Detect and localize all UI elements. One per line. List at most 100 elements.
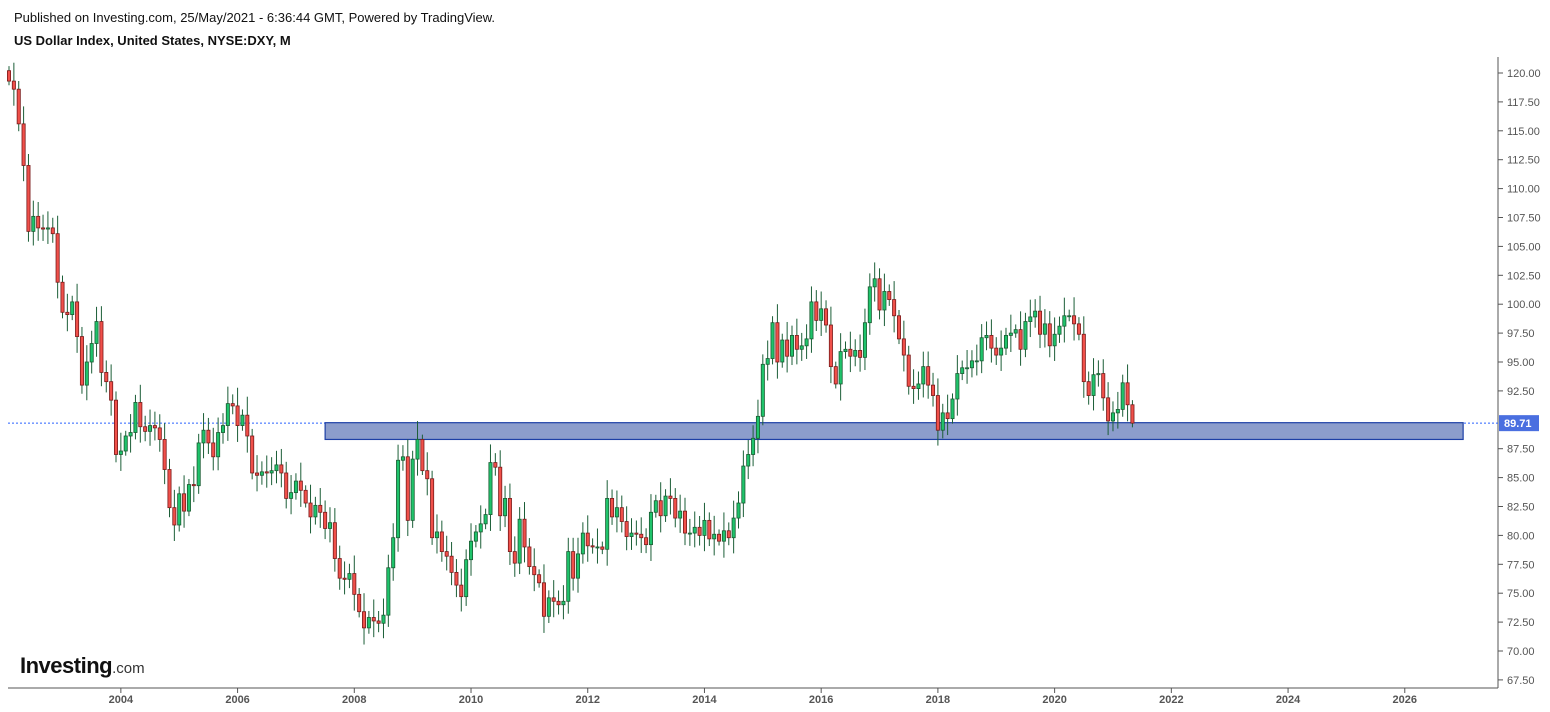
candle-down	[507, 498, 512, 552]
candle-up	[177, 493, 182, 526]
candle-down	[337, 558, 342, 579]
published-note: Published on Investing.com, 25/May/2021 …	[14, 10, 496, 25]
candle-down	[152, 425, 157, 429]
candle-up	[872, 278, 877, 288]
candle-up	[804, 338, 809, 347]
logo-text: Investing	[20, 653, 113, 678]
candle-up	[687, 532, 692, 535]
candle-up	[89, 343, 94, 363]
candle-up	[434, 531, 439, 539]
x-tick-label: 2008	[342, 694, 366, 706]
y-tick-label: 92.50	[1507, 386, 1535, 398]
candle-up	[731, 517, 736, 539]
candle-down	[21, 123, 26, 166]
y-tick-label: 102.50	[1507, 270, 1541, 282]
candle-up	[45, 227, 50, 230]
candle-down	[376, 620, 381, 624]
candle-up	[396, 459, 401, 539]
candle-down	[143, 426, 148, 432]
x-tick-label: 2026	[1393, 694, 1417, 706]
candle-down	[454, 571, 459, 586]
candle-up	[576, 553, 581, 579]
candle-up	[755, 415, 760, 439]
candle-up	[974, 360, 979, 363]
candle-down	[658, 500, 663, 517]
candle-down	[332, 522, 337, 559]
candle-up	[415, 439, 420, 460]
candle-down	[36, 215, 41, 229]
candle-down	[1081, 333, 1086, 383]
candle-up	[678, 510, 683, 519]
x-tick-label: 2024	[1276, 694, 1301, 706]
candle-down	[498, 466, 503, 517]
candle-up	[736, 502, 741, 519]
candle-down	[371, 617, 376, 622]
x-tick-label: 2010	[459, 694, 483, 706]
candle-down	[235, 405, 240, 426]
y-tick-label: 115.00	[1507, 126, 1540, 138]
candle-up	[1008, 332, 1013, 336]
candle-down	[1086, 381, 1091, 396]
candle-down	[814, 301, 819, 321]
candle-up	[70, 301, 75, 316]
candle-down	[157, 427, 162, 440]
x-tick-label: 2004	[109, 694, 134, 706]
candle-down	[16, 88, 21, 125]
x-tick-label: 2020	[1042, 694, 1066, 706]
candle-up	[94, 321, 99, 344]
candle-down	[892, 299, 897, 317]
candle-down	[60, 281, 65, 313]
candle-up	[760, 363, 765, 417]
candle-down	[352, 573, 357, 595]
candle-up	[123, 435, 128, 452]
candle-down	[668, 495, 673, 499]
candle-down	[532, 566, 537, 576]
candle-down	[255, 472, 260, 476]
candle-down	[906, 354, 911, 387]
candle-up	[663, 495, 668, 517]
y-tick-label: 95.00	[1507, 357, 1535, 369]
candle-up	[1042, 323, 1047, 335]
candle-up	[133, 402, 138, 433]
candle-down	[644, 537, 649, 546]
candle-down	[303, 489, 308, 504]
x-tick-label: 2022	[1159, 694, 1183, 706]
x-tick-label: 2014	[692, 694, 717, 706]
candle-up	[84, 361, 89, 386]
candle-up	[882, 291, 887, 311]
candle-up	[862, 322, 867, 358]
candle-down	[877, 278, 882, 311]
candle-down	[211, 442, 216, 458]
candle-up	[653, 500, 658, 513]
candle-up	[386, 567, 391, 616]
candle-up	[765, 358, 770, 365]
candle-up	[478, 523, 483, 533]
candle-down	[824, 308, 829, 326]
candle-up	[464, 559, 469, 598]
candle-up	[853, 350, 858, 357]
candle-up	[274, 464, 279, 472]
candle-down	[726, 530, 731, 539]
candle-up	[400, 456, 405, 461]
candle-down	[284, 472, 289, 499]
candle-down	[250, 435, 255, 474]
x-tick-label: 2016	[809, 694, 833, 706]
candle-down	[537, 574, 542, 584]
candle-up	[483, 514, 488, 525]
candle-down	[683, 510, 688, 534]
candle-up	[216, 432, 221, 458]
candle-down	[405, 456, 410, 521]
candle-down	[887, 291, 892, 300]
candle-down	[989, 335, 994, 349]
candle-down	[935, 395, 940, 431]
candle-up	[201, 429, 206, 444]
candle-down	[420, 439, 425, 472]
candle-down	[182, 493, 187, 512]
candle-down	[522, 518, 527, 548]
candle-up	[692, 526, 697, 534]
candle-up	[1013, 329, 1018, 334]
candle-up	[1091, 374, 1096, 396]
candle-down	[1130, 404, 1135, 424]
y-tick-label: 70.00	[1507, 646, 1535, 658]
